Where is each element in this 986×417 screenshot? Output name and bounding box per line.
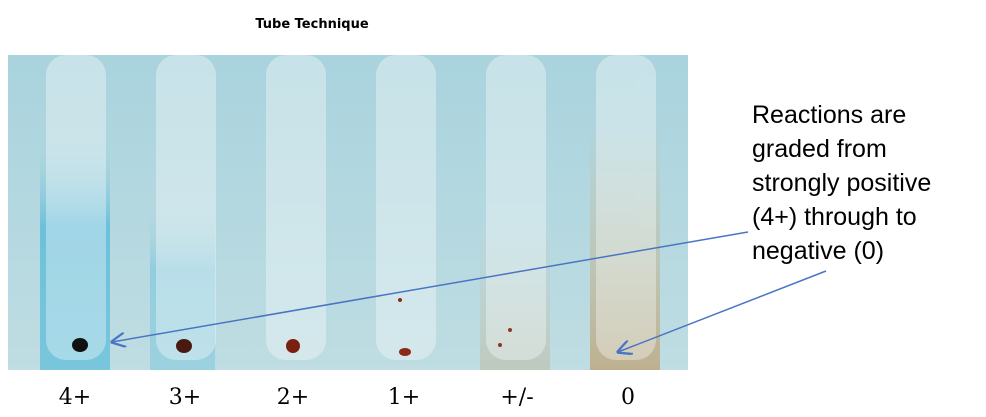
annotation: Reactions are graded from strongly posit… (752, 101, 931, 265)
title: Tube Technique (255, 17, 369, 32)
tube-label: 0 (621, 385, 635, 410)
tube-labels: 4+ 3+ 2+ 1+ +/- 0 (59, 385, 635, 410)
photo (8, 55, 688, 370)
arrow (112, 231, 749, 342)
tube-label: +/- (500, 385, 533, 410)
tube-label: 2+ (277, 385, 309, 410)
arrow (618, 270, 827, 352)
annotation-line: graded from (752, 135, 887, 163)
annotation-line: strongly positive (752, 169, 931, 197)
tube-label: 3+ (169, 385, 201, 410)
tube-label: 4+ (59, 385, 91, 410)
annotation-line: (4+) through to (752, 203, 917, 231)
annotation-line: Reactions are (752, 101, 906, 129)
annotation-line: negative (0) (752, 237, 884, 265)
tube-label: 1+ (388, 385, 420, 410)
